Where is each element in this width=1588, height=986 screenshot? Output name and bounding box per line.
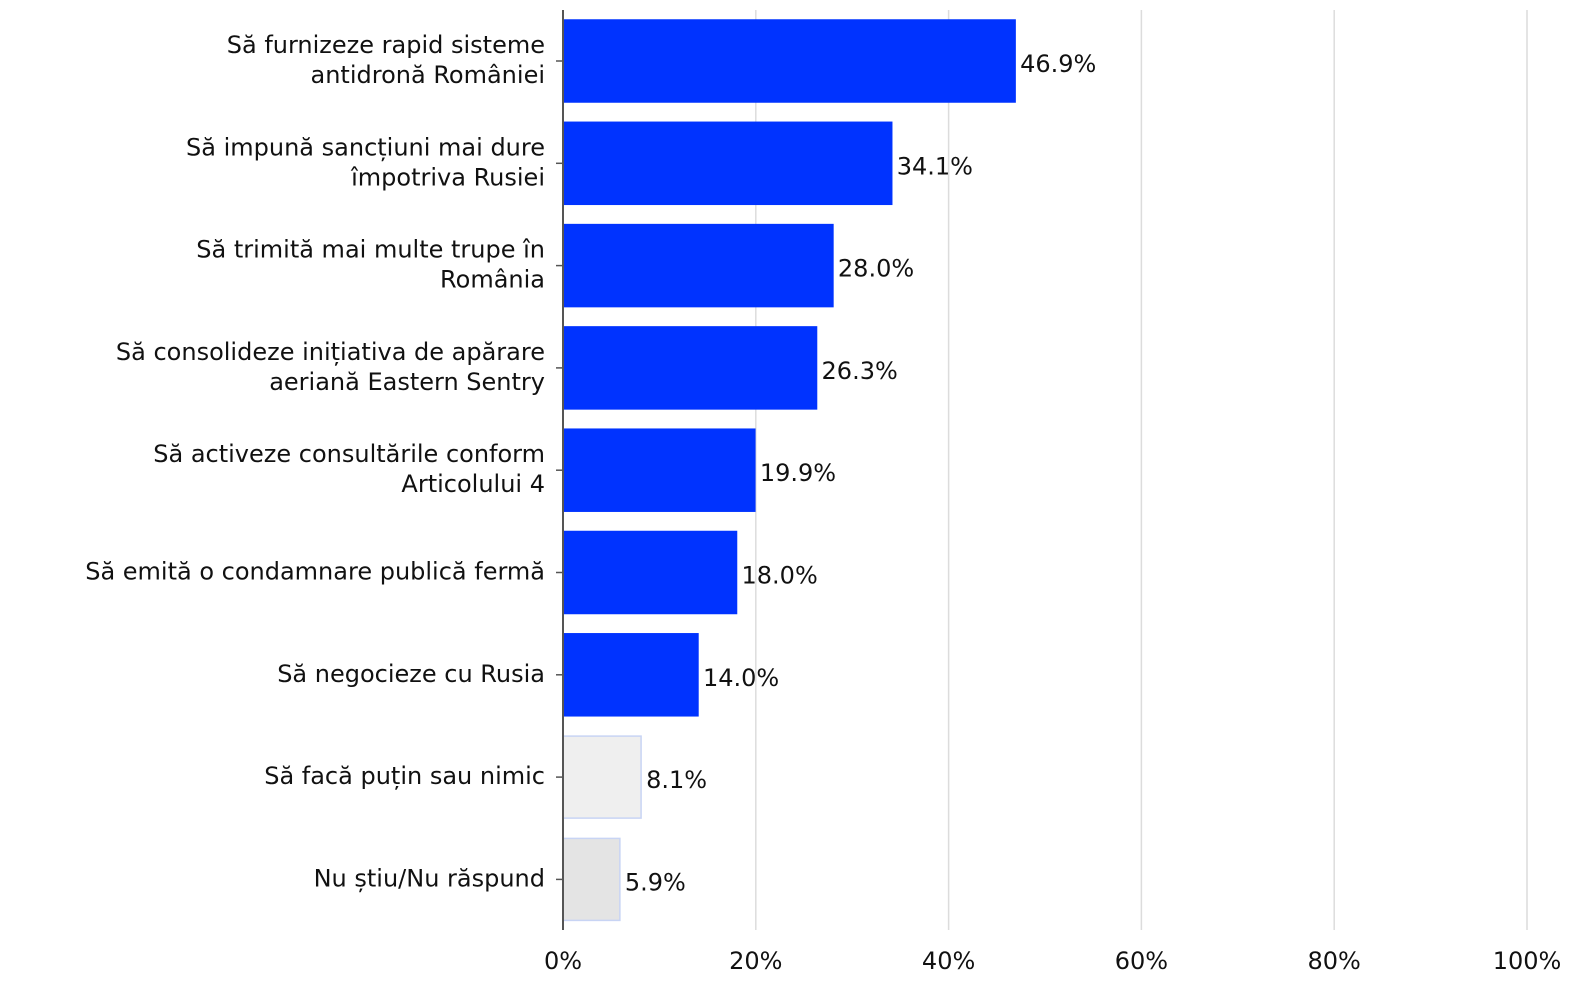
bar [562,837,621,922]
bar [562,223,834,308]
value-label: 28.0% [838,255,914,283]
value-label: 5.9% [625,868,686,896]
bar [562,428,756,512]
value-label: 34.1% [897,152,973,180]
bar [562,326,818,410]
x-tick-label: 60% [1115,947,1168,975]
value-label: 8.1% [646,766,707,794]
x-tick-label: 40% [922,947,975,975]
x-tick-label: 0% [544,947,582,975]
y-tick-label: Să consolideze inițiativa de apărare aeri… [116,338,545,396]
value-label: 14.0% [703,664,779,692]
y-tick-label: Să activeze consultările conform Articolu… [153,440,545,498]
value-label: 46.9% [1020,50,1096,78]
y-tick-label: Să facă puțin sau nimic [264,762,545,790]
bar [562,735,642,819]
x-tick-label: 20% [729,947,782,975]
value-label: 18.0% [742,562,818,590]
x-tick-label: 100% [1493,947,1562,975]
y-tick-label: Să furnizeze rapid sisteme antidronă Româ… [227,31,545,89]
x-tick-label: 80% [1308,947,1361,975]
y-tick-label: Să trimită mai multe trupe în România [196,236,545,294]
bar [562,633,699,717]
bar [562,121,893,206]
bar [562,19,1016,103]
bar [562,530,738,615]
y-tick-label: Să impună sancțiuni mai dure împotriva Ru… [186,133,545,191]
y-tick-label: Nu știu/Nu răspund [314,864,545,892]
value-label: 19.9% [760,459,836,487]
y-tick-label: Să negocieze cu Rusia [277,660,545,688]
y-tick-label: Să emită o condamnare publică fermă [85,558,545,586]
value-label: 26.3% [822,357,898,385]
